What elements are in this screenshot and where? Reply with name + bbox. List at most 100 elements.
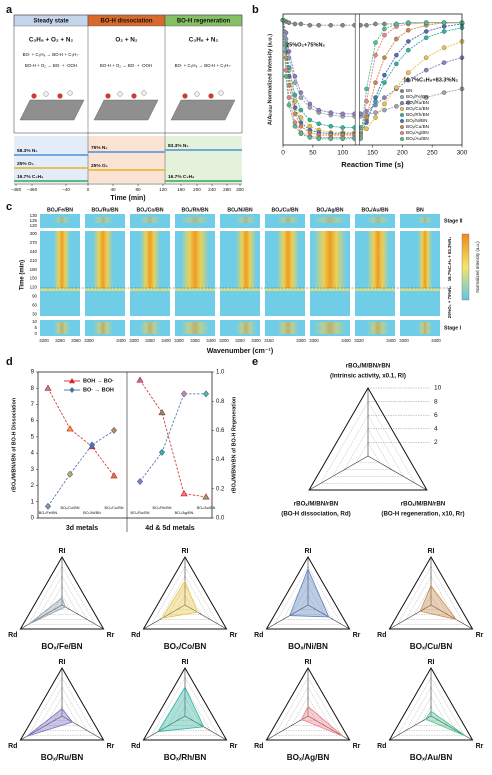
y-tick-label: 5 — [31, 434, 35, 440]
data-point — [373, 115, 378, 120]
grid-ring — [320, 401, 416, 484]
y-tick-label: 6 — [31, 418, 35, 424]
data-point — [373, 95, 378, 100]
data-point — [382, 101, 387, 107]
data-point — [66, 470, 74, 478]
x-tick-label: 3200 — [39, 338, 49, 343]
catalyst-surface — [93, 99, 159, 121]
ring-label: 10 — [434, 385, 442, 392]
y-tick-label: 10 — [32, 319, 37, 324]
grid-ring — [265, 666, 351, 741]
heatmap-band — [367, 322, 389, 334]
legend-label: BOₓ/Fe/BN — [406, 94, 428, 99]
heatmap-band — [277, 231, 299, 288]
gas-label: 25% O₂ — [17, 161, 34, 167]
data-point — [394, 104, 399, 109]
legend-label: BOₓ/Ag/BN — [406, 130, 429, 135]
heatmap-band — [418, 322, 432, 334]
legend-label: BN — [406, 88, 412, 93]
phase-title: Steady state — [33, 18, 69, 24]
heatmap-band — [130, 288, 170, 291]
radar-title: BOₓ/Au/BN — [410, 753, 453, 762]
legend-label: BOH → BO· — [83, 378, 114, 384]
data-point — [328, 124, 333, 129]
heatmap-band — [277, 217, 299, 223]
spoke — [389, 715, 432, 741]
x-tick-label: 3400 — [116, 338, 126, 343]
gas-label: 16.7% C₃H₈ — [17, 174, 43, 180]
catalyst-surface — [170, 99, 236, 121]
axis-title: rBOₓ/M/BN/rBN — [401, 501, 446, 508]
colorbar — [461, 233, 470, 301]
data-point — [394, 52, 399, 58]
legend-marker — [400, 119, 404, 123]
value-area — [301, 705, 344, 737]
radar-title: BOₓ/Ru/BN — [41, 753, 84, 762]
data-point — [406, 27, 411, 33]
x-tick-label: 250 — [427, 150, 438, 157]
column-title: BOₓ/Fe/BN — [47, 207, 73, 213]
data-point — [307, 135, 313, 140]
x-tick-label: 3200 — [219, 338, 229, 343]
axis-label: Rr — [230, 743, 238, 750]
gas-label: 75% N₂ — [91, 145, 108, 151]
data-point — [202, 493, 210, 500]
data-point — [136, 477, 144, 486]
colorbar-title: Normalized Intensity (a.u.) — [475, 241, 480, 293]
column-title: BOₓ/Ni/BN — [227, 207, 252, 213]
heatmap-band — [54, 322, 70, 334]
grid-ring — [332, 414, 404, 477]
legend-marker — [69, 378, 75, 384]
reaction: BO-H + O₂ → BO· + ·OOH — [25, 63, 77, 68]
data-point — [382, 26, 387, 32]
legend-marker — [400, 89, 404, 93]
data-point — [394, 21, 399, 27]
legend-marker — [400, 101, 404, 105]
gas-label: 25% O₂ — [91, 163, 108, 169]
value-area — [157, 686, 205, 733]
data-point — [136, 376, 144, 383]
atom — [57, 93, 63, 99]
data-point — [406, 47, 411, 53]
y-tick-label: 130 — [30, 213, 38, 218]
spoke — [266, 604, 309, 630]
data-point — [307, 124, 313, 129]
data-point — [298, 115, 304, 120]
radar-title: BOₓ/Ag/BN — [287, 753, 330, 762]
x-tick-label: 3300 — [84, 338, 94, 343]
ring-label: 4 — [434, 426, 438, 433]
y-tick-label: 0 — [31, 516, 35, 522]
x-tick-label: −460 — [27, 187, 38, 192]
data-point — [441, 24, 447, 29]
x-tick-label: 200 — [397, 150, 408, 157]
spoke — [184, 715, 227, 741]
series-line — [47, 430, 115, 507]
value-area — [419, 585, 457, 621]
series-line — [47, 388, 115, 477]
x-tick-label: 3400 — [206, 338, 216, 343]
grid-ring — [291, 696, 325, 726]
grid-ring — [53, 706, 71, 721]
category-label: BOₓ/Cu/BN — [105, 506, 124, 510]
data-point — [364, 86, 369, 92]
data-point — [382, 107, 387, 113]
x-tick-label: 3400 — [431, 338, 441, 343]
timeline-band — [88, 136, 165, 183]
data-point — [382, 32, 387, 38]
x-tick-label: 40 — [110, 187, 116, 192]
x-tick-label: 3350 — [190, 338, 200, 343]
axis-break — [355, 14, 360, 145]
radar-title: BOₓ/Rh/BN — [164, 753, 207, 762]
legend-marker — [400, 107, 404, 111]
data-point — [373, 40, 378, 45]
data-point — [110, 472, 118, 479]
spoke — [367, 455, 428, 491]
heatmap-band — [236, 231, 256, 288]
category-label: BOₓ/Co/BN — [61, 506, 80, 510]
data-point — [406, 20, 411, 25]
y-tick-label: 240 — [30, 249, 38, 254]
y-tick-label: 120 — [30, 285, 38, 290]
grid-ring — [142, 666, 228, 741]
heatmap-band — [93, 231, 113, 288]
